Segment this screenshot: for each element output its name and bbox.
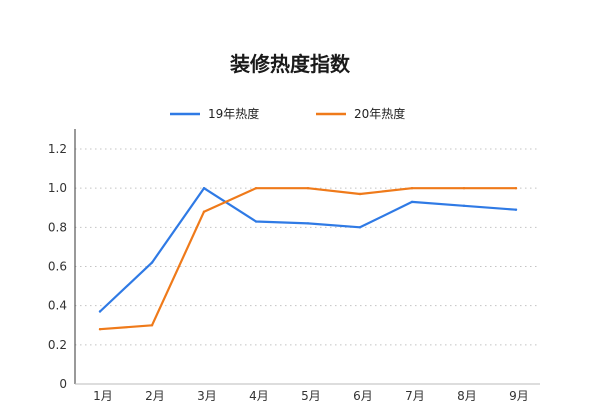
series-line-1[interactable] — [98, 187, 518, 331]
series-line-0[interactable] — [98, 187, 518, 313]
series-1-point[interactable] — [306, 187, 310, 190]
series-1-point[interactable] — [150, 324, 154, 327]
y-tick-label: 0.6 — [48, 260, 67, 274]
x-tick-label: 9月 — [509, 389, 529, 403]
legend-item-0[interactable]: 19年热度 — [170, 106, 259, 121]
y-tick-label: 0.2 — [48, 338, 67, 352]
series-0-point[interactable] — [462, 204, 466, 207]
x-tick-label: 5月 — [301, 389, 321, 403]
y-tick-label: 0.4 — [48, 299, 67, 313]
chart-title: 装修热度指数 — [229, 52, 351, 76]
legend-item-1[interactable]: 20年热度 — [316, 106, 405, 121]
series-1-point[interactable] — [514, 187, 518, 190]
x-tick-label: 1月 — [93, 389, 113, 403]
x-tick-label: 4月 — [249, 389, 269, 403]
y-tick-labels: 0 0.2 0.4 0.6 0.8 1.0 1.2 — [48, 142, 67, 391]
x-tick-label: 3月 — [197, 389, 217, 403]
legend-label-1: 20年热度 — [354, 106, 405, 121]
series-0-point[interactable] — [98, 310, 102, 313]
series-0-point[interactable] — [514, 208, 518, 211]
series-1-point[interactable] — [462, 187, 466, 190]
x-tick-label: 2月 — [145, 389, 165, 403]
x-tick-label: 7月 — [405, 389, 425, 403]
series-1-point[interactable] — [358, 192, 362, 196]
x-tick-labels: 1月 2月 3月 4月 5月 6月 7月 8月 9月 — [93, 389, 529, 403]
y-tick-label: 0.8 — [48, 220, 67, 234]
series-0-point[interactable] — [254, 220, 258, 223]
gridlines — [75, 148, 540, 346]
y-tick-label: 1.0 — [48, 181, 67, 195]
series-0-point[interactable] — [202, 187, 206, 190]
series-0-point[interactable] — [358, 226, 362, 229]
x-tick-label: 8月 — [457, 389, 477, 403]
legend: 19年热度 20年热度 — [170, 106, 405, 121]
series-lines — [98, 187, 518, 331]
series-0-point[interactable] — [306, 222, 310, 225]
series-0-point[interactable] — [150, 261, 154, 264]
series-1-point[interactable] — [202, 210, 206, 213]
series-1-point[interactable] — [410, 187, 414, 190]
y-tick-label: 0 — [59, 377, 67, 391]
y-tick-label: 1.2 — [48, 142, 67, 156]
x-tick-label: 6月 — [353, 389, 373, 403]
series-1-point[interactable] — [98, 328, 102, 331]
series-0-point[interactable] — [410, 200, 414, 204]
legend-label-0: 19年热度 — [208, 106, 259, 121]
series-1-point[interactable] — [254, 187, 258, 190]
